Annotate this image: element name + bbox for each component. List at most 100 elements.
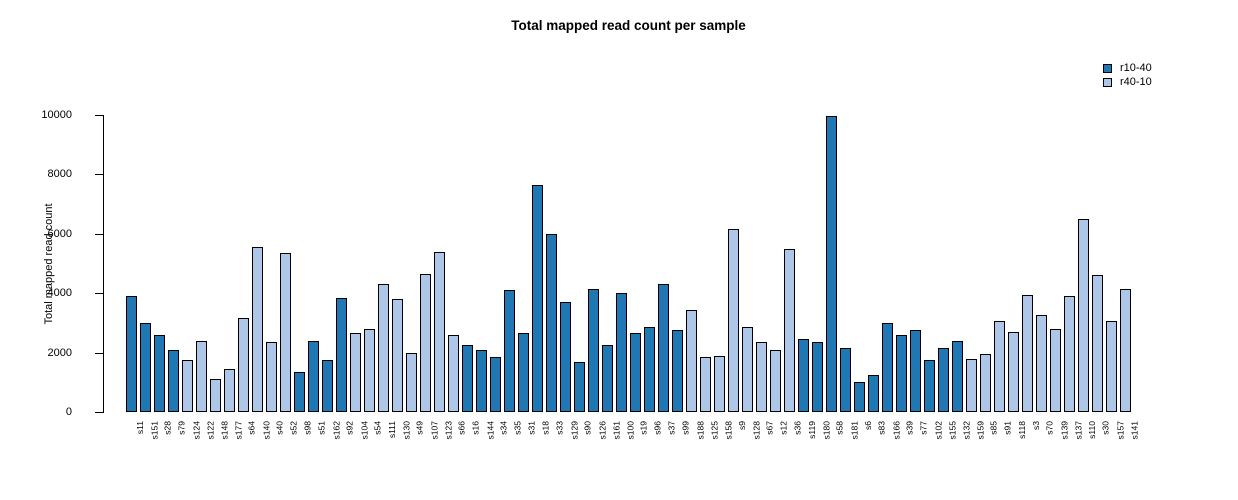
bar-s177	[224, 369, 235, 412]
bar-s180	[812, 342, 823, 412]
bar-s141	[1120, 289, 1131, 412]
bar-s36	[784, 249, 795, 412]
bar-s166	[882, 323, 893, 412]
bar-s12	[770, 350, 781, 412]
bar-s111	[378, 284, 389, 412]
bar-s30	[1092, 275, 1103, 412]
bar-s137	[1064, 296, 1075, 412]
x-tick-label-s28: s28	[163, 421, 173, 435]
bar-s34	[490, 357, 501, 412]
x-tick-label-s111: s111	[387, 421, 397, 439]
x-tick-label-s37: s37	[667, 421, 677, 435]
bar-s83	[868, 375, 879, 412]
x-tick-label-s151: s151	[149, 421, 159, 440]
x-tick-label-s83: s83	[877, 421, 887, 435]
bar-s124	[182, 360, 193, 412]
bar-s119	[798, 339, 809, 412]
legend-swatch-r40-10	[1103, 78, 1112, 87]
bar-s129	[560, 302, 571, 412]
x-tick-label-s19: s19	[639, 421, 649, 435]
legend-item-r40-10: r40-10	[1103, 77, 1152, 88]
x-tick-label-s159: s159	[975, 421, 985, 440]
bar-s51	[308, 341, 319, 412]
x-tick-label-s123: s123	[443, 421, 453, 440]
bar-s162	[322, 360, 333, 412]
bar-s139	[1050, 329, 1061, 412]
x-tick-label-s58: s58	[835, 421, 845, 435]
x-tick-label-s90: s90	[583, 421, 593, 435]
bar-s6	[854, 382, 865, 412]
bar-s3	[1022, 295, 1033, 412]
x-tick-label-s30: s30	[1101, 421, 1111, 435]
bar-s144	[476, 350, 487, 412]
x-tick-label-s3: s3	[1031, 421, 1041, 430]
x-tick-label-s122: s122	[205, 421, 215, 440]
x-tick-label-s40: s40	[275, 421, 285, 435]
x-tick-label-s34: s34	[499, 421, 509, 435]
x-tick-label-s139: s139	[1059, 421, 1069, 440]
y-tick-mark	[95, 233, 103, 235]
bar-s99	[672, 330, 683, 412]
bar-s28	[154, 335, 165, 412]
bar-s39	[896, 335, 907, 412]
x-tick-label-s91: s91	[1003, 421, 1013, 435]
bar-s79	[168, 350, 179, 412]
bar-s85	[980, 354, 991, 412]
bar-s37	[658, 284, 669, 412]
y-tick-label: 6000	[47, 227, 72, 240]
bar-s122	[196, 341, 207, 412]
x-tick-label-s119: s119	[807, 421, 817, 439]
bar-s35	[504, 290, 515, 412]
legend-label: r10-40	[1120, 62, 1152, 74]
bar-s16	[462, 345, 473, 412]
bar-s128	[742, 327, 753, 412]
legend-swatch-r10-40	[1103, 64, 1112, 73]
legend: r10-40 r40-10	[1103, 63, 1152, 91]
bar-s64	[238, 318, 249, 412]
bar-s118	[1008, 332, 1019, 412]
x-tick-label-s79: s79	[177, 421, 187, 435]
x-tick-label-s54: s54	[373, 421, 383, 435]
legend-label: r40-10	[1120, 76, 1152, 88]
x-tick-label-s9: s9	[737, 421, 747, 430]
x-tick-label-s52: s52	[289, 421, 299, 435]
y-tick-mark	[95, 352, 103, 354]
bar-s132	[952, 341, 963, 412]
bar-s155	[938, 348, 949, 412]
bar-s11	[126, 296, 137, 412]
bar-s159	[966, 359, 977, 412]
bar-s70	[1036, 315, 1047, 412]
x-tick-label-s102: s102	[933, 421, 943, 440]
bar-s123	[434, 252, 445, 412]
bar-s90	[574, 362, 585, 412]
x-tick-label-s36: s36	[793, 421, 803, 435]
y-tick-mark	[95, 115, 103, 116]
x-tick-label-s166: s166	[891, 421, 901, 440]
y-tick-label: 4000	[47, 287, 72, 300]
bar-s33	[546, 234, 557, 412]
x-tick-label-s157: s157	[1115, 421, 1125, 440]
chart-title: Total mapped read count per sample	[511, 18, 746, 33]
bar-s9	[728, 229, 739, 412]
bar-s31	[518, 333, 529, 412]
x-tick-label-s110: s110	[1087, 421, 1097, 439]
y-tick-mark	[95, 293, 103, 295]
x-tick-label-s12: s12	[779, 421, 789, 435]
x-tick-label-s124: s124	[191, 421, 201, 440]
bar-s100	[616, 293, 627, 412]
y-tick-label: 2000	[47, 346, 72, 359]
x-tick-label-s137: s137	[1073, 421, 1083, 440]
x-tick-label-s67: s67	[765, 421, 775, 435]
bar-s148	[210, 379, 221, 412]
bar-s157	[1106, 321, 1117, 412]
x-tick-label-s31: s31	[527, 421, 537, 435]
bar-s161	[602, 345, 613, 412]
x-tick-label-s158: s158	[723, 421, 733, 440]
x-tick-label-s125: s125	[709, 421, 719, 440]
x-tick-label-s66: s66	[457, 421, 467, 435]
bar-s104	[350, 333, 361, 412]
bar-s181	[840, 348, 851, 412]
bar-s40	[266, 342, 277, 412]
x-tick-label-s39: s39	[905, 421, 915, 435]
